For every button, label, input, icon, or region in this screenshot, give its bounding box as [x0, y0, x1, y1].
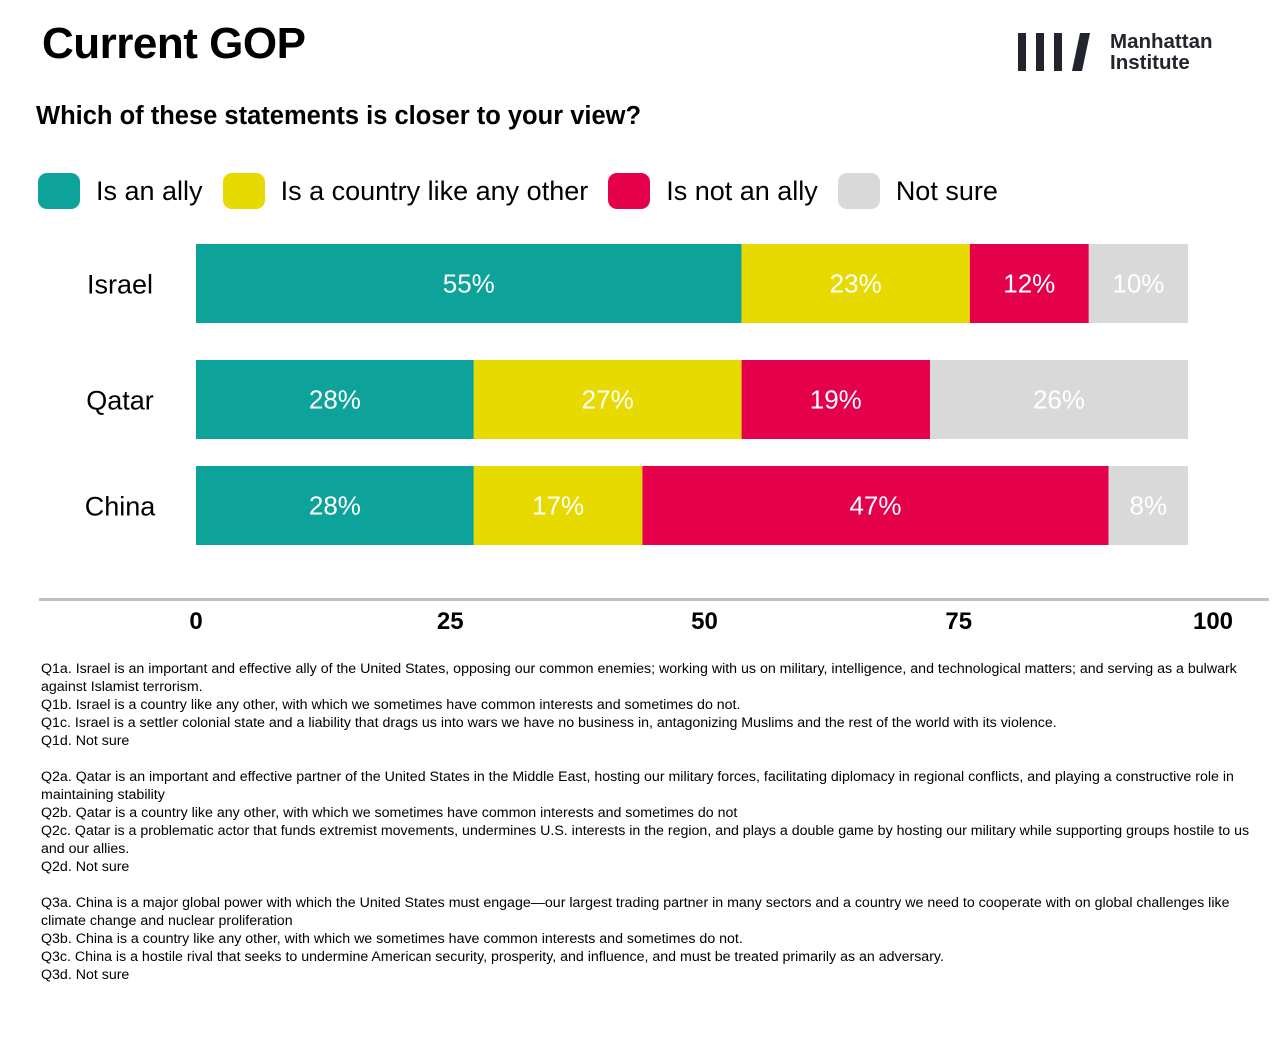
- footnote-line: Q3d. Not sure: [41, 967, 130, 983]
- data-label: 23%: [830, 269, 882, 299]
- bar-segment-qatar-is-not-an-ally: [741, 360, 931, 439]
- category-label: Qatar: [86, 386, 154, 416]
- footnote-line: Q1b. Israel is a country like any other,…: [41, 697, 741, 713]
- bar-segment-qatar-not-sure: [930, 360, 1188, 439]
- x-axis-ticks: 0 25 50 75 100: [0, 608, 1274, 640]
- bar-row-qatar: Qatar 28% 27% 19% 26%: [86, 360, 1188, 439]
- manhattan-institute-logo: Manhattan Institute: [1016, 30, 1213, 74]
- legend-swatch-not-ally: [608, 173, 651, 209]
- bar-segment-china-is-not-an-ally: [642, 466, 1109, 545]
- bar-segment-qatar-is-an-ally: [196, 360, 474, 439]
- bar-row-china: China 28% 17% 47% 8%: [85, 466, 1188, 545]
- logo-line-1: Manhattan: [1110, 30, 1213, 53]
- footnote-line: Q3a. China is a major global power with …: [41, 895, 1230, 929]
- legend-swatch-not-sure: [837, 173, 880, 209]
- chart-legend: Is an ally Is a country like any other I…: [38, 172, 1018, 210]
- legend-swatch-ally: [38, 173, 80, 209]
- footnote-line: Q2a. Qatar is an important and effective…: [41, 769, 1234, 803]
- legend-item-country-like-any-other: Is a country like any other: [222, 173, 589, 209]
- footnote-line: Q3b. China is a country like any other, …: [41, 931, 743, 947]
- footnote-group-qatar: Q2a. Qatar is an important and effective…: [41, 768, 1256, 876]
- category-label: China: [85, 492, 157, 522]
- data-label: 27%: [582, 385, 634, 415]
- logo-line-2: Institute: [1110, 51, 1190, 74]
- bar-segment-china-is-a-country-like-any-other: [473, 466, 643, 545]
- data-label: 12%: [1003, 269, 1055, 299]
- footnote-line: Q2c. Qatar is a problematic actor that f…: [41, 823, 1250, 857]
- data-label: 26%: [1033, 385, 1085, 415]
- footnote-line: Q2b. Qatar is a country like any other, …: [41, 805, 738, 821]
- footnote-line: Q2d. Not sure: [41, 859, 130, 875]
- data-label: 19%: [810, 385, 862, 415]
- bar-segment-israel-is-a-country-like-any-other: [741, 244, 970, 323]
- category-label: Israel: [87, 270, 153, 300]
- legend-item-ally: Is an ally: [38, 173, 203, 209]
- footnote-line: Q1a. Israel is an important and effectiv…: [41, 661, 1237, 695]
- legend-label-ally: Is an ally: [96, 175, 203, 206]
- data-label: 10%: [1112, 269, 1164, 299]
- x-tick-label: 75: [945, 608, 973, 635]
- footnote-group-china: Q3a. China is a major global power with …: [41, 894, 1256, 984]
- footnote-line: Q3c. China is a hostile rival that seeks…: [41, 949, 944, 965]
- chart-title: Current GOP: [42, 19, 306, 68]
- x-tick-label: 50: [691, 608, 718, 635]
- footnote-line: Q1d. Not sure: [41, 733, 130, 749]
- bar-row-israel: Israel 55% 23% 12% 10%: [87, 244, 1188, 323]
- chart-subtitle: Which of these statements is closer to y…: [36, 102, 642, 130]
- x-tick-label: 100: [1192, 608, 1234, 635]
- bar-segment-israel-not-sure: [1088, 244, 1188, 323]
- footnote-line: Q1c. Israel is a settler colonial state …: [41, 715, 1057, 731]
- bar-segment-china-is-an-ally: [196, 466, 474, 545]
- legend-label-not-ally: Is not an ally: [666, 175, 818, 206]
- x-tick-label: 0: [189, 608, 203, 635]
- data-label: 28%: [309, 491, 361, 521]
- question-footnotes: Q1a. Israel is an important and effectiv…: [41, 660, 1256, 1002]
- data-label: 17%: [532, 491, 584, 521]
- x-axis-line: [39, 598, 1269, 601]
- footnote-group-israel: Q1a. Israel is an important and effectiv…: [41, 660, 1256, 750]
- legend-swatch-country-like-any-other: [222, 173, 265, 209]
- legend-label-country-like-any-other: Is a country like any other: [280, 175, 589, 206]
- x-tick-label: 25: [436, 608, 464, 635]
- legend-item-not-sure: Not sure: [837, 173, 998, 209]
- data-label: 8%: [1130, 491, 1168, 521]
- bar-segment-israel-is-an-ally: [196, 244, 742, 323]
- manhattan-institute-bars-icon: [1018, 33, 1090, 71]
- legend-item-not-ally: Is not an ally: [608, 173, 818, 209]
- bar-segment-china-not-sure: [1108, 466, 1188, 545]
- stacked-bar-chart: Israel 55% 23% 12% 10% Qatar 28% 27% 19% 26% China…: [85, 244, 1188, 545]
- bar-segment-israel-is-not-an-ally: [969, 244, 1089, 323]
- data-label: 55%: [443, 269, 495, 299]
- bar-segment-qatar-is-a-country-like-any-other: [473, 360, 742, 439]
- legend-label-not-sure: Not sure: [895, 175, 998, 206]
- data-label: 47%: [849, 491, 901, 521]
- data-label: 28%: [309, 385, 361, 415]
- logo-text: Manhattan Institute: [1110, 31, 1213, 73]
